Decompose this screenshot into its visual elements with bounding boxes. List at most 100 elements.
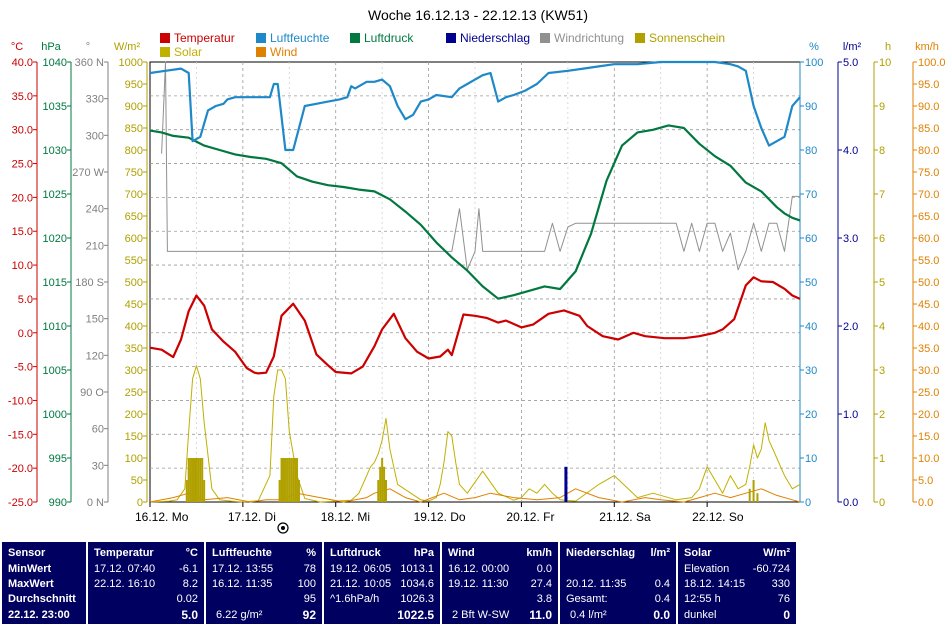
x-tick-label: 17.12. Di [228, 510, 276, 524]
axis-tick-label: 45.0 [918, 299, 939, 311]
axis-tick-label: 70 [805, 189, 817, 201]
weather-chart: Woche 16.12.13 - 22.12.13 (KW51) Tempera… [8, 7, 946, 534]
axis-left-2: 360 N 330 300 270 W 240 210 180 S 150 120 90 O 60 3… [72, 57, 109, 509]
temp-unit: °C [185, 547, 198, 559]
axis-tick-label: 2 [879, 409, 885, 421]
axis-tick-label: 8 [879, 145, 885, 157]
axis-left-3: 1000950900850800750700650600550500450400… [119, 57, 148, 509]
axis-tick-label: 0.0 [18, 328, 33, 340]
legend-swatch [256, 47, 266, 57]
legend-niederschlag: Niederschlag [446, 31, 530, 45]
press-max-val: 1034.6 [400, 578, 434, 590]
legend-label: Wind [270, 45, 297, 59]
axis-tick-label: 120 [86, 350, 104, 362]
axis-tick-label: 0.0 [843, 497, 858, 509]
axis-unit-label: h [885, 41, 891, 53]
axis-tick-label: 30 [805, 365, 817, 377]
axis-tick-label: 1015 [43, 277, 67, 289]
nav-marker[interactable] [277, 522, 289, 534]
axis-tick-label: 300 [125, 365, 143, 377]
axis-tick-label: 500 [125, 277, 143, 289]
axis-tick-label: 25.0 [12, 159, 33, 171]
axis-tick-label: 30 [92, 460, 104, 472]
axis-tick-label: 1 [879, 453, 885, 465]
axis-tick-label: 90 [805, 101, 817, 113]
wind-max-val: 27.4 [530, 578, 552, 590]
axis-tick-label: 3 [879, 365, 885, 377]
legend: Temperatur Luftfeuchte Luftdruck Niederschl… [160, 31, 725, 59]
rain-total-label: Gesamt: [566, 593, 608, 605]
axis-right-3: 100.0 95.0 90.0 85.0 80.0 75.0 70.0 65.0 60.0 55.… [912, 57, 946, 509]
axis-tick-label: 7 [879, 189, 885, 201]
axis-tick-label: 550 [125, 255, 143, 267]
axis-tick-label: 35.0 [918, 343, 939, 355]
temp-avg-val: 0.02 [176, 593, 198, 605]
solar-unit: W/m² [763, 547, 790, 559]
legend-swatch [160, 47, 170, 57]
axis-tick-label: 5 [879, 277, 885, 289]
axis-tick-label: 50 [805, 277, 817, 289]
series-windrichtung [161, 61, 800, 271]
axis-tick-label: 10 [879, 57, 891, 69]
axis-tick-label: 700 [125, 189, 143, 201]
rain-unit: l/m² [650, 547, 670, 559]
axis-tick-label: 40.0 [12, 57, 33, 69]
legend-swatch [350, 33, 360, 43]
legend-swatch [446, 33, 456, 43]
axis-tick-label: 100 [125, 453, 143, 465]
axis-tick-label: 95.0 [918, 79, 939, 91]
legend-windrichtung: Windrichtung [540, 31, 624, 45]
axis-tick-label: 0 [137, 497, 143, 509]
axis-tick-label: 1030 [43, 145, 67, 157]
legend-swatch [160, 33, 170, 43]
axis-tick-label: 360 N [75, 57, 104, 69]
axis-tick-label: 100.0 [918, 57, 946, 69]
axis-tick-label: 1040 [43, 57, 67, 69]
axis-tick-label: 350 [125, 343, 143, 355]
axis-unit-label: hPa [41, 41, 61, 53]
legend-luftdruck: Luftdruck [350, 31, 414, 45]
axis-tick-label: 990 [49, 497, 67, 509]
legend-label: Luftfeuchte [270, 31, 330, 45]
row-label-min: MinWert [8, 563, 52, 575]
axis-tick-label: 200 [125, 409, 143, 421]
axis-tick-label: 210 [86, 240, 104, 252]
axis-tick-label: 55.0 [918, 255, 939, 267]
axis-tick-label: -20.0 [8, 463, 33, 475]
series-line [149, 276, 801, 375]
axis-tick-label: 10.0 [12, 260, 33, 272]
hum-abs-text: 6.22 g/m² [216, 609, 263, 621]
axis-tick-label: 65.0 [918, 211, 939, 223]
chart-title: Woche 16.12.13 - 22.12.13 (KW51) [368, 7, 588, 23]
wind-max-time: 19.12. 11:30 [448, 578, 509, 590]
summary-table: Sensor MinWert MaxWert Durchschnitt 22.1… [0, 538, 950, 625]
panel-temperatur: Temperatur °C 17.12. 07:40 -6.1 22.12. 16:… [88, 542, 204, 624]
axis-tick-label: 600 [125, 233, 143, 245]
series-wind [149, 488, 801, 503]
x-tick-label: 21.12. Sa [599, 510, 651, 524]
legend-swatch [635, 33, 645, 43]
axis-tick-label: 20.0 [12, 192, 33, 204]
axis-tick-label: 4 [879, 321, 885, 333]
axis-tick-label: 1005 [43, 365, 67, 377]
axis-unit-label: km/h [915, 41, 939, 53]
axis-tick-label: 10 [805, 453, 817, 465]
x-tick-labels: 16.12. Mo 17.12. Di 18.12. Mi 19.12. Do 20.1… [135, 502, 744, 524]
legend-label: Windrichtung [554, 31, 624, 45]
sensor-title: Sensor [8, 547, 46, 559]
axis-tick-label: 35.0 [12, 91, 33, 103]
axis-tick-label: 330 [86, 94, 104, 106]
axis-right-1: 5.0 4.0 3.0 2.0 1.0 0.0 [837, 57, 858, 509]
axis-tick-label: 2.0 [843, 321, 858, 333]
axis-tick-label: 995 [49, 453, 67, 465]
axis-tick-label: 50.0 [918, 277, 939, 289]
wind-current-val: 11.0 [529, 608, 552, 622]
legend-sonnenschein: Sonnenschein [635, 31, 725, 45]
axis-tick-label: 250 [125, 387, 143, 399]
axis-unit-label: W/m² [114, 41, 141, 53]
axis-tick-label: 270 W [72, 167, 104, 179]
axis-tick-label: 5.0 [918, 475, 933, 487]
row-label-avg: Durchschnitt [8, 593, 76, 605]
hum-max-val: 100 [297, 578, 316, 590]
